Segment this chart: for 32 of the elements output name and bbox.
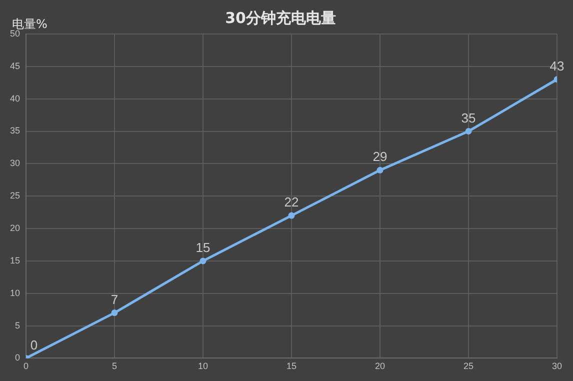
x-tick-label: 30 <box>552 361 562 372</box>
y-tick-label: 0 <box>14 352 20 363</box>
y-tick-label: 25 <box>10 190 20 201</box>
data-label: 35 <box>461 110 476 126</box>
y-tick-label: 10 <box>10 288 20 298</box>
data-label: 0 <box>30 337 38 352</box>
x-tick-label: 15 <box>286 361 297 372</box>
x-tick-label: 0 <box>24 361 29 372</box>
point <box>111 310 118 316</box>
y-axis-title: 电量% <box>12 16 48 31</box>
data-label: 43 <box>550 58 564 74</box>
y-tick-label: 50 <box>10 28 20 38</box>
y-tick-label: 45 <box>10 60 20 71</box>
y-tick-label: 35 <box>10 126 20 136</box>
point <box>465 128 472 135</box>
point <box>288 212 295 219</box>
y-tick-label: 15 <box>10 255 20 266</box>
data-label: 29 <box>372 149 388 164</box>
data-label: 7 <box>110 292 118 307</box>
x-tick-label: 5 <box>112 361 118 372</box>
data-label: 15 <box>196 240 210 256</box>
y-tick-label: 20 <box>10 223 20 234</box>
y-tick-label: 5 <box>14 320 20 330</box>
y-tick-label: 40 <box>10 93 20 104</box>
x-tick-label: 25 <box>463 361 474 372</box>
chart-title: 30分钟充电电量 <box>225 8 336 27</box>
point <box>200 258 206 264</box>
x-tick-label: 10 <box>198 361 208 372</box>
y-tick-label: 30 <box>10 158 20 168</box>
x-tick-label: 20 <box>374 361 386 372</box>
point <box>376 166 384 174</box>
data-label: 22 <box>284 194 299 210</box>
